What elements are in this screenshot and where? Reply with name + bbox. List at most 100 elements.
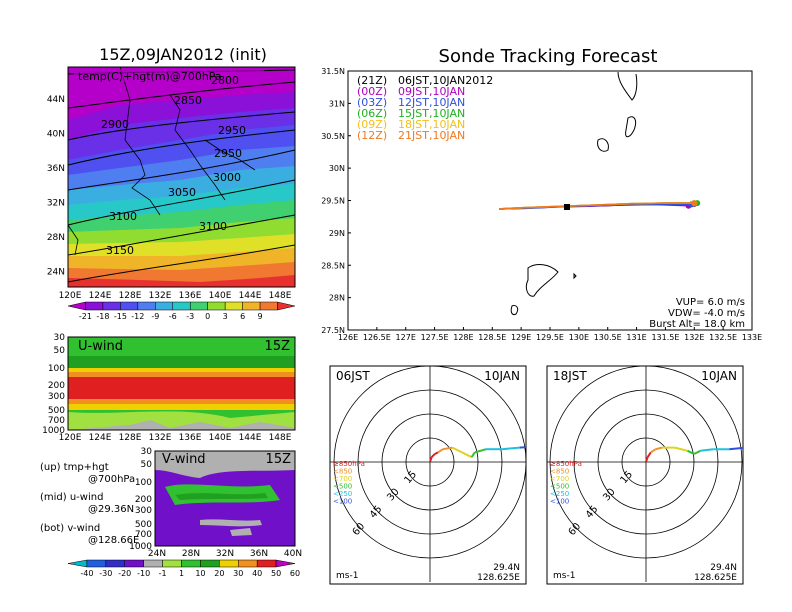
legend-mid-line2: @29.36N: [88, 504, 134, 515]
forecast-lon-label: 127E: [396, 333, 416, 342]
hodo-level-label: <500: [550, 483, 569, 491]
forecast-legend-code: (03Z): [357, 96, 387, 109]
map-lon-label: 140E: [209, 291, 232, 301]
hodo-trace-segment: [542, 443, 545, 446]
contour-label: 2850: [174, 94, 202, 107]
forecast-lat-label: 29.5N: [321, 197, 345, 206]
uwind-lon-label: 128E: [119, 433, 142, 443]
hodo-trace-segment: [700, 448, 714, 452]
wind-colorbar-segment: [256, 559, 277, 568]
hodo-trace-segment: [645, 456, 649, 463]
hodo-trace-segment: [519, 446, 526, 449]
forecast-lon-label: 126.5E: [363, 333, 391, 342]
trajectory-line: [499, 202, 695, 210]
uwind-lon-labels: 120E 124E 128E 132E 136E 140E 144E 148E: [59, 433, 292, 443]
forecast-lon-labels: 126E 126.5E 127E 127.5E 128E 128.5E 129E 129.5E…: [338, 327, 762, 342]
forecast-lat-labels: 31.5N 31N 30.5N 30N 29.5N 29N 28.5N 28N 27.5N: [321, 67, 351, 335]
wind-colorbar-label: 60: [290, 569, 300, 578]
wind-colorbar-label: -20: [118, 569, 131, 578]
forecast-legend-code: (21Z): [357, 74, 387, 87]
forecast-lon-label: 128.5E: [478, 333, 506, 342]
map-lon-label: 132E: [149, 291, 172, 301]
hodo-trace-segment: [674, 446, 688, 452]
forecast-legend-code: (00Z): [357, 85, 387, 98]
wind-colorbar-label: -30: [99, 569, 112, 578]
wind-colorbar-label: -40: [80, 569, 93, 578]
map-frame: [67, 66, 296, 288]
temp-colorbar-label: -3: [186, 312, 194, 321]
contour-label: 2900: [101, 118, 129, 131]
uwind-pressure-label: 1000: [42, 426, 65, 436]
forecast-legend-label: 06JST,10JAN2012: [398, 74, 493, 87]
uwind-pressure-label: 50: [54, 346, 66, 356]
contour-label: 3150: [106, 244, 134, 257]
wind-colorbar-label: 20: [214, 569, 224, 578]
contour-labels: 2800 2850 2900 2950 2950 3000 3050 3100 3100 3150: [101, 74, 246, 257]
forecast-lat-label: 28N: [329, 294, 345, 303]
hodo-trace-segment: [430, 453, 436, 458]
vwind-lat-label: 28N: [182, 549, 200, 559]
temp-colorbar-segment: [120, 301, 139, 311]
hodo-trace-segment: [437, 448, 444, 454]
uwind-pressure-label: 200: [48, 381, 65, 391]
forecast-lon-label: 126E: [338, 333, 358, 342]
forecast-lat-label: 31N: [329, 99, 345, 108]
hodo2-time: 18JST: [553, 369, 587, 383]
map-lon-labels: 120E 124E 128E 132E 136E 140E 144E 148E: [59, 291, 292, 301]
hodo-trace-segment: [434, 451, 439, 455]
wind-colorbar: -40 -30 -20 -10 -1 1 10 20 30 40 50 60: [67, 559, 300, 578]
hodo-level-label: <500: [333, 483, 352, 491]
forecast-title: Sonde Tracking Forecast: [439, 46, 658, 67]
hodo2-lat: 29.4N: [710, 563, 737, 573]
uwind-lon-label: 124E: [89, 433, 112, 443]
contour-label: 3000: [213, 171, 241, 184]
forecast-lat-label: 29N: [329, 229, 345, 238]
hodo-trace-segment: [470, 451, 476, 458]
forecast-lon-label: 130E: [569, 333, 589, 342]
hodo1-lat: 29.4N: [493, 563, 520, 573]
temp-colorbar-label: 9: [258, 312, 263, 321]
hodo1-date: 10JAN: [484, 369, 520, 383]
legend-up-line2: @700hPa: [88, 474, 135, 485]
wind-colorbar-label: 10: [195, 569, 205, 578]
wind-colorbar-label: -10: [137, 569, 150, 578]
forecast-lon-label: 131E: [626, 333, 646, 342]
vwind-pressure-label: 500: [135, 520, 152, 530]
temp-colorbar-label: 3: [223, 312, 228, 321]
vwind-pressure-label: 30: [141, 447, 153, 457]
map-lon-label: 136E: [179, 291, 202, 301]
map-lon-label: 124E: [89, 291, 112, 301]
temp-colorbar-segment: [85, 301, 104, 311]
forecast-legend-label: 18JST,10JAN: [398, 118, 465, 131]
temp-colorbar-label: -9: [151, 312, 159, 321]
map-lon-label: 148E: [269, 291, 292, 301]
side-legend: (up) tmp+hgt @700hPa (mid) u-wind @29.36…: [40, 462, 139, 546]
legend-bot-line2: @128.66E: [88, 535, 139, 546]
hodo-trace-segment: [501, 446, 520, 451]
forecast-coastlines: [510, 71, 638, 315]
temp-colorbar-segment: [259, 301, 278, 311]
uwind-pressure-label: 300: [48, 392, 65, 402]
temp-colorbar-segment: [242, 301, 261, 311]
wind-colorbar-label: 1: [179, 569, 184, 578]
hodo-level-label: <100: [550, 498, 569, 506]
hodo-level-label: ≥850hPa: [333, 460, 365, 468]
wind-colorbar-segment: [67, 559, 88, 568]
temp-colorbar-label: -12: [131, 312, 144, 321]
temp-colorbar-segment: [137, 301, 156, 311]
legend-bot-line1: (bot) v-wind: [40, 523, 100, 534]
forecast-legend-label: 12JST,10JAN: [398, 96, 465, 109]
uwind-lon-label: 144E: [239, 433, 262, 443]
hodo-trace-segment: [687, 449, 695, 455]
temp-colorbar-label: -18: [96, 312, 109, 321]
temp-colorbar-label: 0: [205, 312, 210, 321]
map-lat-label: 36N: [47, 164, 65, 174]
launch-site-marker: [564, 204, 570, 210]
trajectory-endpoint: [691, 200, 698, 207]
forecast-lat-label: 30N: [329, 164, 345, 173]
wind-colorbar-segment: [238, 559, 258, 568]
forecast-panel: Sonde Tracking Forecast (21Z) 06JST,10JAN…: [321, 46, 762, 342]
